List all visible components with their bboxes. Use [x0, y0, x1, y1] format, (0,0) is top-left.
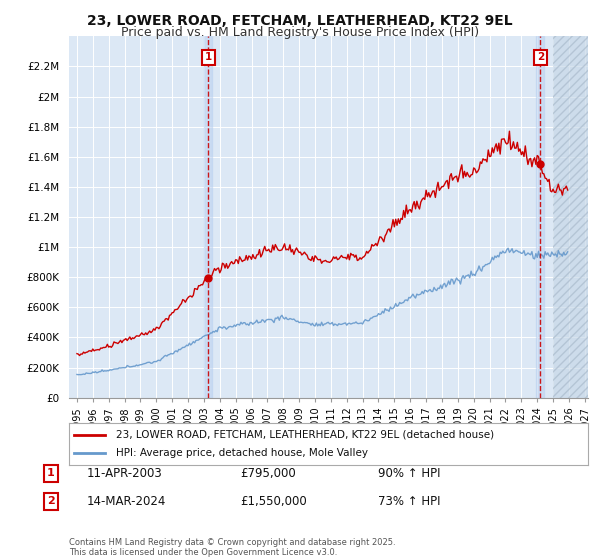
Text: 23, LOWER ROAD, FETCHAM, LEATHERHEAD, KT22 9EL (detached house): 23, LOWER ROAD, FETCHAM, LEATHERHEAD, KT… [116, 430, 494, 440]
Bar [553, 36, 588, 398]
Text: 23, LOWER ROAD, FETCHAM, LEATHERHEAD, KT22 9EL: 23, LOWER ROAD, FETCHAM, LEATHERHEAD, KT… [87, 14, 513, 28]
Text: Price paid vs. HM Land Registry's House Price Index (HPI): Price paid vs. HM Land Registry's House … [121, 26, 479, 39]
Bar [205, 36, 212, 398]
Text: 2: 2 [537, 53, 544, 63]
Text: 1: 1 [47, 468, 55, 478]
Text: 1: 1 [205, 53, 212, 63]
Text: 73% ↑ HPI: 73% ↑ HPI [378, 494, 440, 508]
Text: £795,000: £795,000 [240, 466, 296, 480]
Bar [536, 36, 544, 398]
Text: HPI: Average price, detached house, Mole Valley: HPI: Average price, detached house, Mole… [116, 448, 368, 458]
Text: 14-MAR-2024: 14-MAR-2024 [87, 494, 166, 508]
Text: 2: 2 [47, 496, 55, 506]
Text: 90% ↑ HPI: 90% ↑ HPI [378, 466, 440, 480]
Text: £1,550,000: £1,550,000 [240, 494, 307, 508]
Text: Contains HM Land Registry data © Crown copyright and database right 2025.
This d: Contains HM Land Registry data © Crown c… [69, 538, 395, 557]
Text: 11-APR-2003: 11-APR-2003 [87, 466, 163, 480]
